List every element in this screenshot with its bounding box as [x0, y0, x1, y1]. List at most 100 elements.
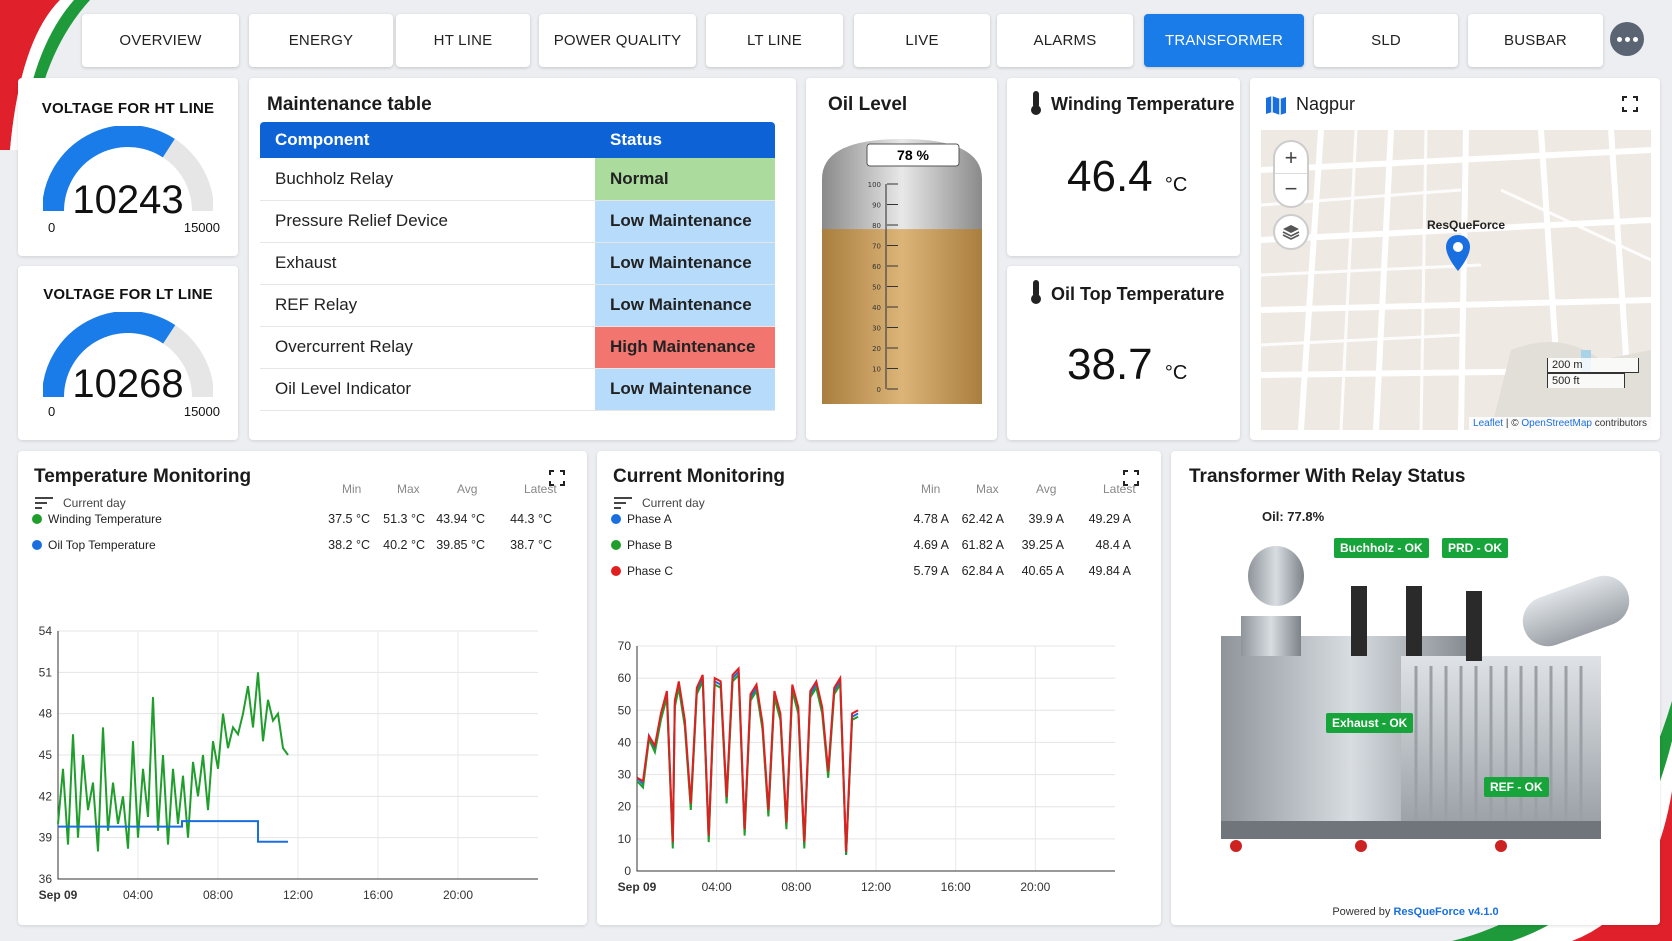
marker-label: ResQueForce	[1427, 218, 1506, 232]
dots-icon	[1616, 36, 1638, 42]
oil-top-temp-value: 38.7 °C	[1067, 340, 1187, 390]
tab-overview[interactable]: OVERVIEW	[82, 14, 239, 67]
x-tick-label: 16:00	[363, 888, 393, 902]
zoom-in-button[interactable]: +	[1275, 142, 1307, 174]
stat-value: 5.79 A	[913, 564, 949, 578]
more-menu-button[interactable]	[1610, 22, 1644, 56]
tab-power-quality[interactable]: POWER QUALITY	[539, 14, 696, 67]
maintenance-card: Maintenance table Component Status Buchh…	[249, 78, 796, 440]
ht-voltage-card: VOLTAGE FOR HT LINE 10243 0 15000	[18, 78, 238, 256]
series-line-oil-top-temperature[interactable]	[58, 820, 288, 843]
current-monitor-title: Current Monitoring	[613, 466, 786, 487]
legend-item[interactable]: Oil Top Temperature	[32, 538, 156, 552]
zoom-out-button[interactable]: −	[1284, 176, 1298, 201]
tab-lt-line[interactable]: LT LINE	[706, 14, 843, 67]
winding-temp-unit: °C	[1164, 174, 1188, 196]
ht-voltage-gauge	[43, 126, 213, 212]
tab-busbar[interactable]: BUSBAR	[1468, 14, 1603, 67]
tab-sld[interactable]: SLD	[1314, 14, 1458, 67]
y-tick-label: 70	[618, 639, 632, 653]
stat-value: 43.94 °C	[436, 512, 485, 526]
layers-button[interactable]	[1273, 214, 1309, 250]
tank-scale-label: 70	[872, 243, 881, 251]
tab-energy[interactable]: ENERGY	[249, 14, 393, 67]
oil-top-temp-unit: °C	[1164, 362, 1188, 384]
layers-icon	[1282, 225, 1300, 240]
stat-value: 39.25 A	[1021, 538, 1064, 552]
leaflet-link[interactable]: Leaflet	[1473, 418, 1504, 429]
y-tick-label: 51	[39, 665, 53, 679]
maintenance-table: Component Status Buchholz Relay Normal Pre…	[260, 122, 775, 411]
y-tick-label: 10	[618, 832, 632, 846]
tab-ht-line[interactable]: HT LINE	[396, 14, 530, 67]
chart-axis	[57, 631, 538, 880]
stat-value: 40.2 °C	[383, 538, 425, 552]
stat-value: 39.9 A	[1028, 512, 1064, 526]
attribution-tail: contributors	[1594, 418, 1647, 429]
status-cell: Normal	[595, 158, 775, 201]
y-tick-label: 30	[618, 768, 632, 782]
tank-scale-label: 100	[868, 181, 881, 189]
stat-header: Max	[976, 482, 999, 496]
tab-live[interactable]: LIVE	[854, 14, 990, 67]
stat-value: 38.7 °C	[510, 538, 552, 552]
ht-voltage-min: 0	[48, 220, 56, 235]
zoom-control: + −	[1273, 140, 1309, 208]
osm-link[interactable]: OpenStreetMap	[1521, 418, 1592, 429]
fullscreen-icon[interactable]	[549, 470, 565, 486]
oil-percent-label: Oil: 77.8%	[1262, 509, 1325, 524]
map-attribution: Leaflet | © OpenStreetMap contributors	[1469, 417, 1651, 430]
table-row: Pressure Relief Device Low Maintenance	[260, 200, 775, 243]
sort-icon[interactable]	[613, 496, 633, 510]
y-tick-label: 54	[39, 624, 53, 638]
ht-voltage-max: 15000	[183, 220, 220, 235]
stat-header: Min	[921, 482, 941, 496]
legend-item[interactable]: Phase B	[611, 538, 672, 552]
legend-item[interactable]: Winding Temperature	[32, 512, 162, 526]
table-row: Exhaust Low Maintenance	[260, 242, 775, 285]
series-line-phase-c[interactable]	[636, 666, 859, 852]
legend-label: Phase A	[627, 512, 672, 526]
current-monitor-card: Current Monitoring Current day Min Max Avg…	[597, 451, 1161, 925]
col-status-header: Status	[595, 122, 775, 158]
legend-item[interactable]: Phase A	[611, 512, 672, 526]
table-row: Overcurrent Relay High Maintenance	[260, 326, 775, 369]
legend-item[interactable]: Phase C	[611, 564, 673, 578]
fullscreen-icon[interactable]	[1622, 96, 1638, 112]
stat-value: 39.85 °C	[436, 538, 485, 552]
relay-status-title: Transformer With Relay Status	[1189, 466, 1466, 487]
tab-transformer[interactable]: TRANSFORMER	[1144, 14, 1304, 67]
map-title: Nagpur	[1296, 94, 1356, 114]
winding-temp-value: 46.4 °C	[1067, 152, 1187, 202]
oil-top-temp-number: 38.7	[1067, 340, 1153, 389]
thermometer-icon	[1031, 280, 1041, 304]
fullscreen-icon[interactable]	[1123, 470, 1139, 486]
tank-scale-label: 40	[872, 304, 881, 312]
stat-value: 49.29 A	[1088, 512, 1131, 526]
legend-dot	[32, 540, 42, 550]
current-monitor-subtitle: Current day	[642, 496, 705, 510]
temp-monitor-card: Temperature Monitoring Current day Min Ma…	[18, 451, 587, 925]
temp-monitor-subtitle: Current day	[63, 496, 126, 510]
legend-dot	[611, 566, 621, 576]
tab-alarms[interactable]: ALARMS	[997, 14, 1133, 67]
map-marker-icon[interactable]	[1445, 234, 1471, 272]
temp-chart: 54 51 48 45 42 39 36 Sep 09 04:00 08:00 12:00 16:00…	[39, 624, 538, 902]
maintenance-title: Maintenance table	[267, 94, 432, 115]
scale-meters: 200 m	[1547, 358, 1639, 373]
ref-status-tag: REF - OK	[1484, 777, 1549, 797]
legend-dot	[32, 514, 42, 524]
sort-icon[interactable]	[34, 496, 54, 510]
temp-monitor-title: Temperature Monitoring	[34, 466, 252, 487]
y-tick-label: 40	[618, 735, 632, 749]
series-line-winding-temperature[interactable]	[57, 672, 289, 852]
ht-voltage-title: VOLTAGE FOR HT LINE	[41, 100, 215, 117]
powered-by: Powered by ResQueForce v4.1.0	[1171, 906, 1660, 918]
stat-value: 44.3 °C	[510, 512, 552, 526]
oil-level-card: Oil Level 100 90 80 70 60 50 40 30 20 10 0 78 %	[806, 78, 997, 440]
legend-label: Phase B	[627, 538, 673, 552]
thermometer-icon	[1031, 91, 1041, 115]
oil-top-temp-card: Oil Top Temperature 38.7 °C	[1007, 266, 1240, 440]
powered-brand-link[interactable]: ResQueForce v4.1.0	[1393, 906, 1499, 918]
map-view[interactable]: + − ResQueForce 200 m 500 ft Leaflet | ©…	[1261, 130, 1651, 430]
